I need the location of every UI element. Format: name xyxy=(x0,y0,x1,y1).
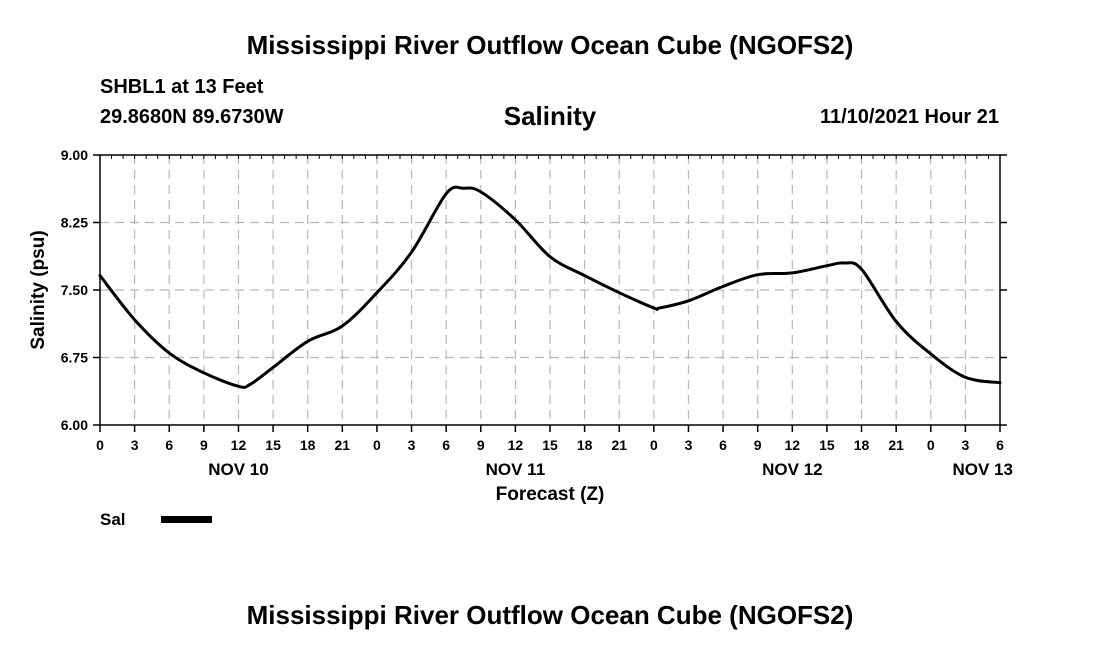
x-tick-label: 15 xyxy=(819,437,835,453)
x-tick-label: 6 xyxy=(442,437,450,453)
x-tick-label: 9 xyxy=(477,437,485,453)
plot-frame xyxy=(99,154,1001,426)
day-label: NOV 13 xyxy=(952,460,1012,479)
x-tick-label: 0 xyxy=(373,437,381,453)
x-tick-label: 9 xyxy=(754,437,762,453)
x-tick-label: 3 xyxy=(961,437,969,453)
footer-title: Mississippi River Outflow Ocean Cube (NG… xyxy=(246,600,854,630)
x-tick-label: 12 xyxy=(785,437,801,453)
x-tick-label: 12 xyxy=(508,437,524,453)
forecast-date-hour: 11/10/2021 Hour 21 xyxy=(819,106,999,128)
x-tick-label: 21 xyxy=(888,437,904,453)
x-tick-label: 18 xyxy=(854,437,870,453)
series-line-sal xyxy=(98,185,1002,389)
x-tick-label: 18 xyxy=(300,437,316,453)
day-label: NOV 12 xyxy=(762,460,822,479)
x-tick-label: 0 xyxy=(650,437,658,453)
x-tick-label: 15 xyxy=(542,437,558,453)
y-axis-title: Salinity (psu) xyxy=(28,230,49,349)
y-tick-label: 6.00 xyxy=(61,417,88,433)
station-coordinates: 29.8680N 89.6730W xyxy=(100,106,284,128)
x-tick-label: 0 xyxy=(927,437,935,453)
x-tick-label: 18 xyxy=(577,437,593,453)
x-tick-label: 6 xyxy=(996,437,1004,453)
y-tick-label: 8.25 xyxy=(61,215,88,231)
x-tick-label: 3 xyxy=(685,437,693,453)
x-tick-label: 6 xyxy=(165,437,173,453)
x-tick-label: 6 xyxy=(719,437,727,453)
x-tick-label: 0 xyxy=(96,437,104,453)
x-tick-label: 21 xyxy=(335,437,351,453)
y-tick-label: 6.75 xyxy=(61,350,88,366)
x-tick-label: 3 xyxy=(408,437,416,453)
legend-label: Sal xyxy=(100,510,126,529)
y-tick-label: 7.50 xyxy=(61,282,88,298)
x-tick-label: 9 xyxy=(200,437,208,453)
x-axis-title: Forecast (Z) xyxy=(496,484,605,505)
x-tick-label: 3 xyxy=(131,437,139,453)
y-tick-label: 9.00 xyxy=(61,147,88,163)
station-label: SHBL1 at 13 Feet xyxy=(100,76,264,98)
day-label: NOV 10 xyxy=(208,460,268,479)
page-title: Mississippi River Outflow Ocean Cube (NG… xyxy=(246,30,854,60)
day-label: NOV 11 xyxy=(486,460,546,479)
chart-title: Salinity xyxy=(503,101,597,131)
x-tick-label: 15 xyxy=(265,437,281,453)
legend-swatch xyxy=(161,516,212,523)
x-tick-label: 12 xyxy=(231,437,247,453)
x-tick-label: 21 xyxy=(611,437,627,453)
